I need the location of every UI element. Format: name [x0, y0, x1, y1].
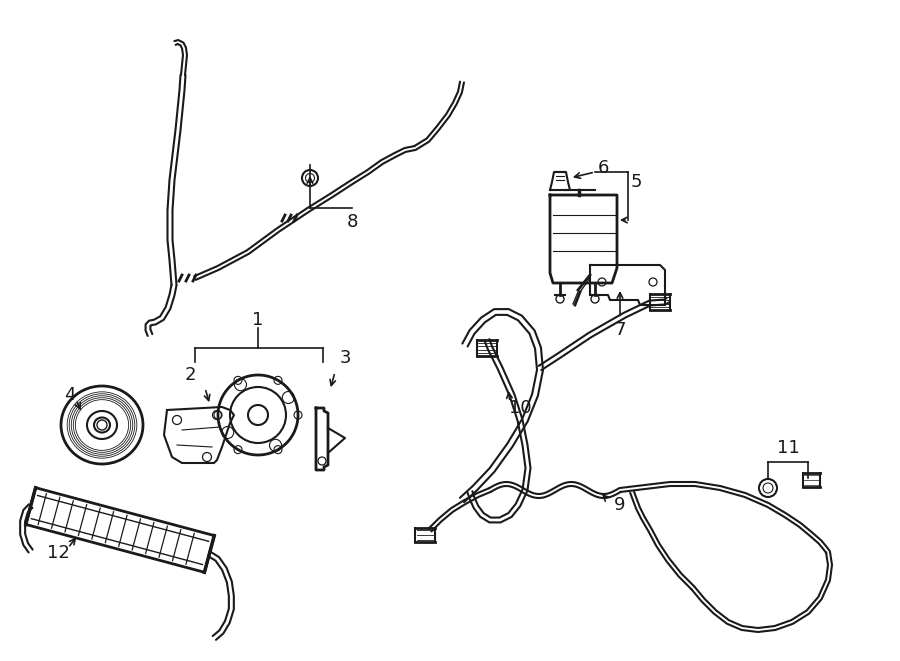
Text: 6: 6 [598, 159, 609, 177]
Text: 4: 4 [64, 386, 76, 404]
Text: 7: 7 [614, 321, 626, 339]
Text: 10: 10 [508, 399, 531, 417]
Text: 3: 3 [339, 349, 351, 367]
Text: 12: 12 [47, 544, 69, 562]
Text: 2: 2 [184, 366, 196, 384]
Text: 1: 1 [252, 311, 264, 329]
Text: 5: 5 [631, 173, 643, 191]
Text: 11: 11 [777, 439, 799, 457]
Text: 8: 8 [346, 213, 357, 231]
Text: 9: 9 [614, 496, 626, 514]
